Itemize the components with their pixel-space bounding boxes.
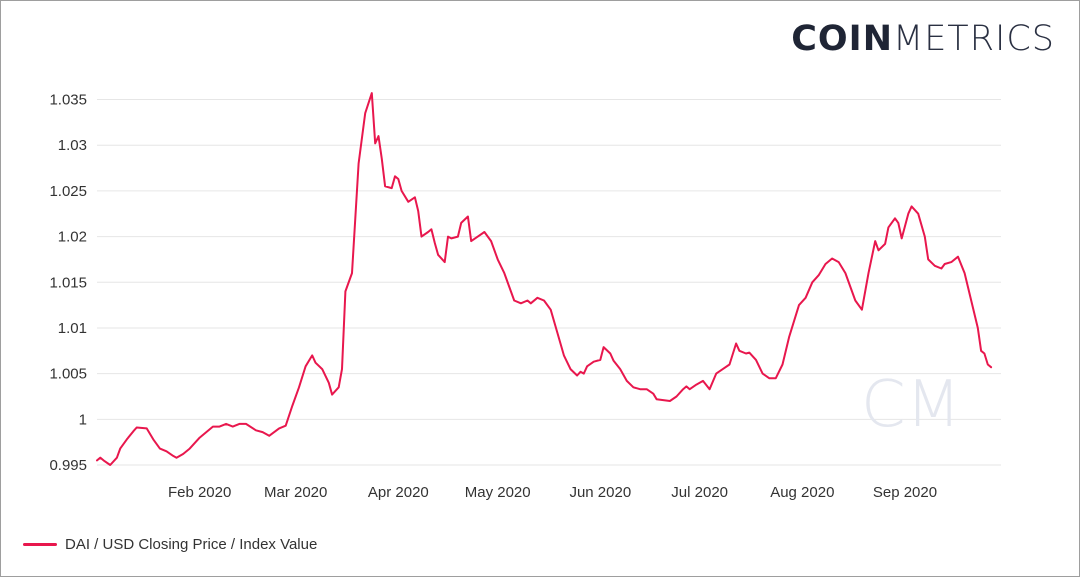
logo-light-text: METRICS [893,19,1055,59]
x-tick-label: Jul 2020 [671,484,728,501]
y-tick-label: 1.025 [49,183,87,200]
y-tick-label: 1.035 [49,92,87,109]
x-axis-tick-labels: Feb 2020 Mar 2020 Apr 2020 May 2020 Jun 2020… [168,484,937,501]
y-tick-label: 1.02 [58,229,87,246]
coinmetrics-logo: COINMETRICS [791,19,1055,59]
x-tick-label: May 2020 [465,484,531,501]
x-tick-label: Apr 2020 [368,484,429,501]
series-line [96,92,993,466]
x-tick-label: Aug 2020 [770,484,834,501]
y-tick-label: 1.01 [58,320,87,337]
y-tick-label: 1.015 [49,274,87,291]
y-axis-tick-labels: 0.995 1 1.005 1.01 1.015 1.02 1.025 1.03 1.035 [49,92,87,475]
y-tick-label: 1.03 [58,137,87,154]
series-lines [96,92,993,466]
legend[interactable]: DAI / USD Closing Price / Index Value [23,536,317,553]
y-tick-label: 0.995 [49,457,87,474]
x-tick-label: Mar 2020 [264,484,327,501]
cm-watermark: CM [861,368,961,442]
legend-label: DAI / USD Closing Price / Index Value [65,536,318,553]
legend-swatch [23,543,57,546]
gridlines [97,99,1001,466]
x-tick-label: Feb 2020 [168,484,231,501]
x-tick-label: Sep 2020 [873,484,937,501]
x-tick-label: Jun 2020 [569,484,631,501]
y-tick-label: 1 [79,411,87,428]
watermark: CM [861,368,961,442]
logo-bold-text: COIN [791,19,893,59]
y-tick-label: 1.005 [49,366,87,383]
